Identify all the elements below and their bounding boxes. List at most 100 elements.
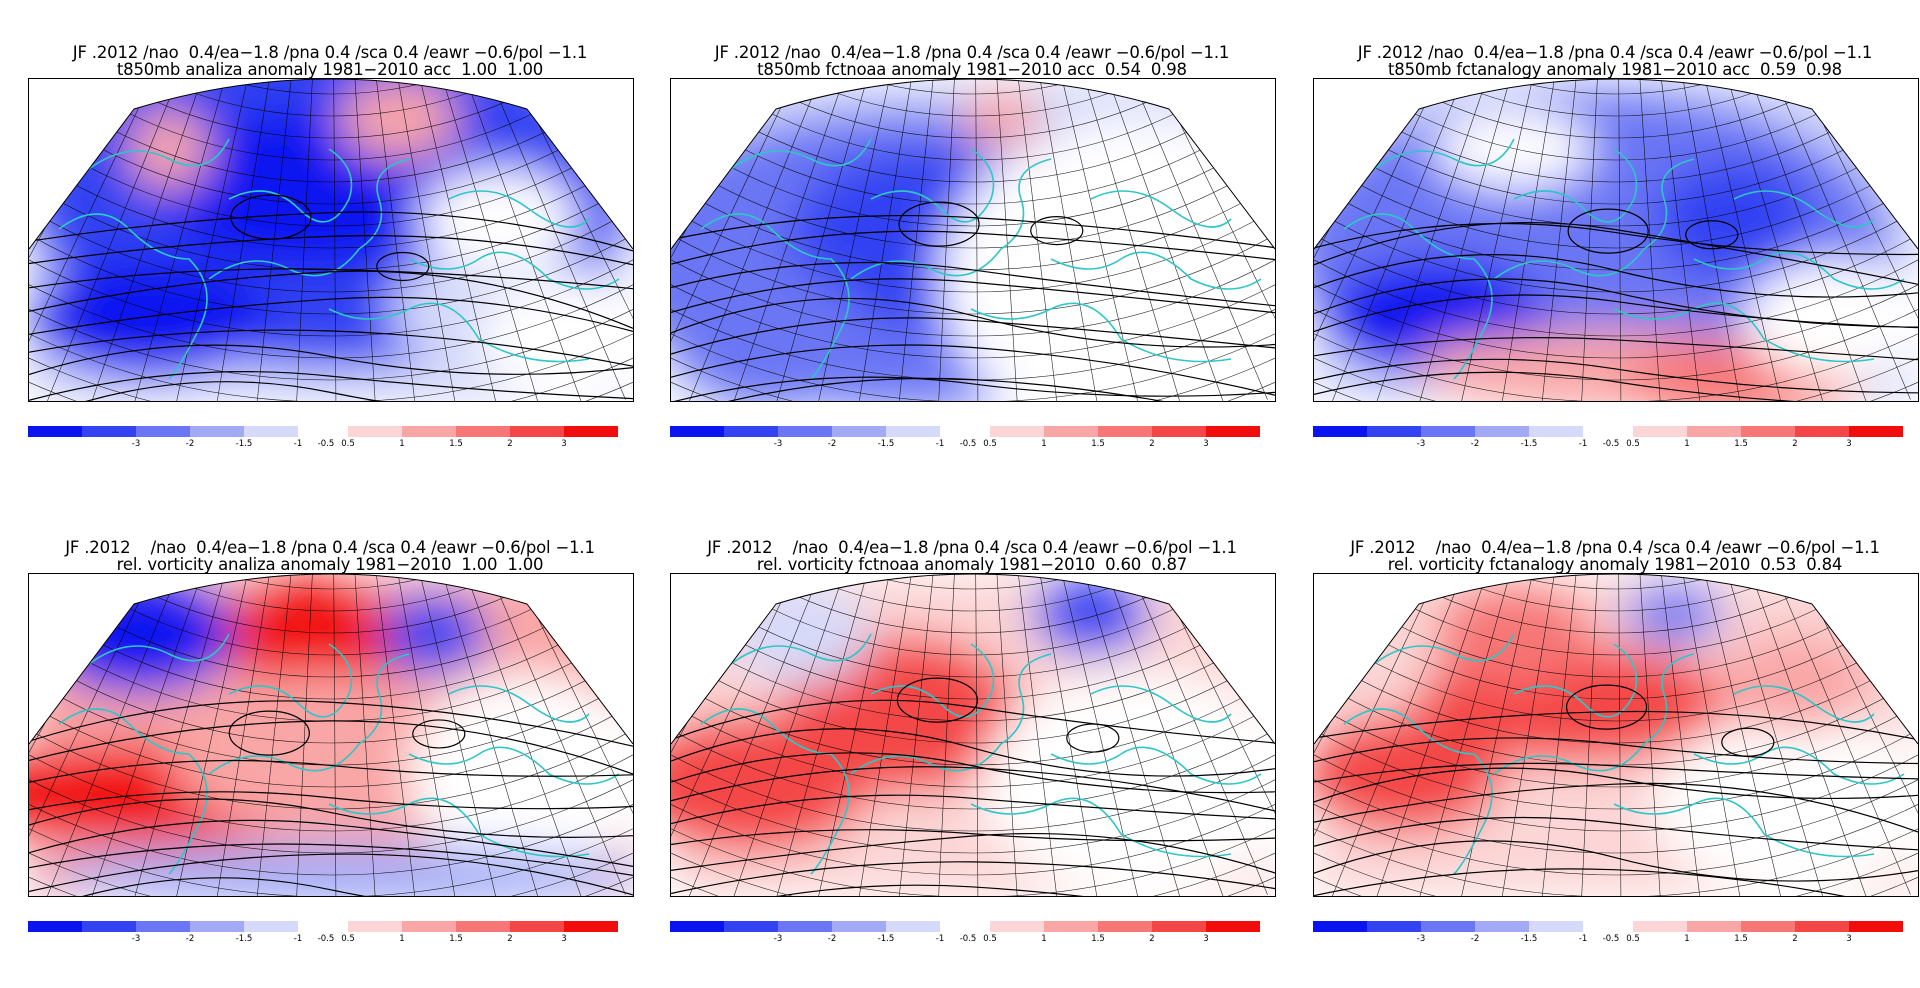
colorbar-swatch	[82, 921, 136, 932]
colorbar-label: -1.5	[235, 934, 253, 944]
colorbar-label: 1	[399, 439, 405, 449]
colorbar-swatch	[456, 426, 510, 437]
colorbar-label: -1.5	[235, 439, 253, 449]
colorbar-label: -0.5	[1602, 934, 1620, 944]
colorbar-label: 3	[1846, 439, 1852, 449]
colorbar-swatch	[670, 426, 724, 437]
colorbar-label: 2	[1792, 439, 1798, 449]
colorbar-label: 1.5	[1734, 934, 1748, 944]
colorbar-label: 1.5	[1091, 439, 1105, 449]
colorbar-label: 0.5	[341, 934, 355, 944]
anomaly-map	[671, 574, 1275, 896]
colorbar-swatch	[510, 921, 564, 932]
colorbar-swatch	[1795, 426, 1849, 437]
colorbar-label: 0.5	[983, 439, 997, 449]
colorbar-swatch	[1475, 921, 1529, 932]
map-panel: JF .2012 /nao 0.4/ea−1.8 /pna 0.4 /sca 0…	[670, 535, 1276, 975]
colorbar-swatch	[990, 921, 1044, 932]
colorbar-label: 0.5	[1626, 934, 1640, 944]
colorbar-label: 1	[1041, 439, 1047, 449]
colorbar-label: -1	[935, 439, 945, 449]
colorbar-label: -1.5	[1520, 439, 1538, 449]
colorbar-swatch	[1849, 921, 1903, 932]
title-line-1: JF .2012 /nao 0.4/ea−1.8 /pna 0.4 /sca 0…	[72, 43, 588, 62]
colorbar-swatch	[1421, 426, 1475, 437]
colorbar-label: 1.5	[449, 439, 463, 449]
title-line-2: t850mb fctnoaa anomaly 1981−2010 acc 0.5…	[757, 60, 1187, 79]
map-panel: JF .2012 /nao 0.4/ea−1.8 /pna 0.4 /sca 0…	[28, 40, 634, 480]
colorbar-label: 1	[399, 934, 405, 944]
map-panel: JF .2012 /nao 0.4/ea−1.8 /pna 0.4 /sca 0…	[1313, 40, 1919, 480]
map-frame	[670, 78, 1276, 402]
title-line-1: JF .2012 /nao 0.4/ea−1.8 /pna 0.4 /sca 0…	[714, 43, 1230, 62]
colorbar-swatch	[1687, 921, 1741, 932]
colorbar-label: -3	[131, 439, 141, 449]
title-line-1: JF .2012 /nao 0.4/ea−1.8 /pna 0.4 /sca 0…	[1350, 538, 1880, 557]
map-panel: JF .2012 /nao 0.4/ea−1.8 /pna 0.4 /sca 0…	[1313, 535, 1919, 975]
panel-title: JF .2012 /nao 0.4/ea−1.8 /pna 0.4 /sca 0…	[10, 44, 650, 78]
colorbar-label: -1	[935, 934, 945, 944]
colorbar-swatch	[136, 426, 190, 437]
anomaly-map	[671, 79, 1275, 401]
colorbar-label: -1	[1578, 934, 1588, 944]
colorbar-label: -3	[1416, 439, 1426, 449]
colorbar-label: -1.5	[877, 439, 895, 449]
colorbar-label: -0.5	[959, 934, 977, 944]
colorbar: -3 -2 -1.5 -1 -0.5 0.5 1 1.5 2 3	[28, 921, 634, 951]
colorbar-label: -0.5	[317, 934, 335, 944]
colorbar-swatch	[886, 921, 940, 932]
colorbar-swatch	[1098, 921, 1152, 932]
colorbar-swatch	[348, 921, 402, 932]
colorbar-label: 1.5	[1091, 934, 1105, 944]
colorbar-label: 3	[561, 439, 567, 449]
map-panel: JF .2012 /nao 0.4/ea−1.8 /pna 0.4 /sca 0…	[670, 40, 1276, 480]
colorbar: -3 -2 -1.5 -1 -0.5 0.5 1 1.5 2 3	[670, 426, 1276, 456]
colorbar-label: -0.5	[959, 439, 977, 449]
colorbar-swatch	[1152, 426, 1206, 437]
colorbar: -3 -2 -1.5 -1 -0.5 0.5 1 1.5 2 3	[670, 921, 1276, 951]
colorbar-label: 2	[1792, 934, 1798, 944]
colorbar-swatch	[82, 426, 136, 437]
map-frame	[670, 573, 1276, 897]
colorbar-label: -2	[827, 934, 837, 944]
colorbar-label: 3	[1846, 934, 1852, 944]
colorbar-label: 2	[1149, 934, 1155, 944]
colorbar-swatch	[402, 426, 456, 437]
colorbar-swatch	[28, 426, 82, 437]
colorbar-swatch	[244, 426, 298, 437]
colorbar-label: 1.5	[1734, 439, 1748, 449]
anomaly-map	[1314, 79, 1918, 401]
colorbar-label: -1	[293, 439, 303, 449]
colorbar-label: 3	[1203, 439, 1209, 449]
colorbar-swatch	[402, 921, 456, 932]
colorbar-swatch	[1367, 426, 1421, 437]
colorbar-swatch	[1367, 921, 1421, 932]
colorbar-swatch	[1098, 426, 1152, 437]
colorbar-label: -2	[1470, 439, 1480, 449]
colorbar-swatch	[564, 921, 618, 932]
colorbar-swatch	[1741, 921, 1795, 932]
colorbar-swatch	[778, 921, 832, 932]
colorbar-label: -3	[1416, 934, 1426, 944]
colorbar-swatch	[832, 426, 886, 437]
colorbar-swatch	[1206, 921, 1260, 932]
colorbar-swatch	[1044, 426, 1098, 437]
colorbar-swatch	[1206, 426, 1260, 437]
colorbar-label: 2	[1149, 439, 1155, 449]
colorbar-swatch	[190, 426, 244, 437]
colorbar-swatch	[1313, 921, 1367, 932]
colorbar-label: -1	[1578, 439, 1588, 449]
colorbar-label: -0.5	[1602, 439, 1620, 449]
colorbar-label: 0.5	[983, 934, 997, 944]
colorbar-label: -2	[185, 439, 195, 449]
anomaly-map	[1314, 574, 1918, 896]
colorbar-swatch	[136, 921, 190, 932]
colorbar-swatch	[1152, 921, 1206, 932]
colorbar-swatch	[886, 426, 940, 437]
colorbar-swatch	[724, 426, 778, 437]
colorbar-label: -1.5	[877, 934, 895, 944]
colorbar-swatch	[348, 426, 402, 437]
colorbar-label: -3	[131, 934, 141, 944]
colorbar-label: 1	[1684, 439, 1690, 449]
colorbar-label: 1.5	[449, 934, 463, 944]
